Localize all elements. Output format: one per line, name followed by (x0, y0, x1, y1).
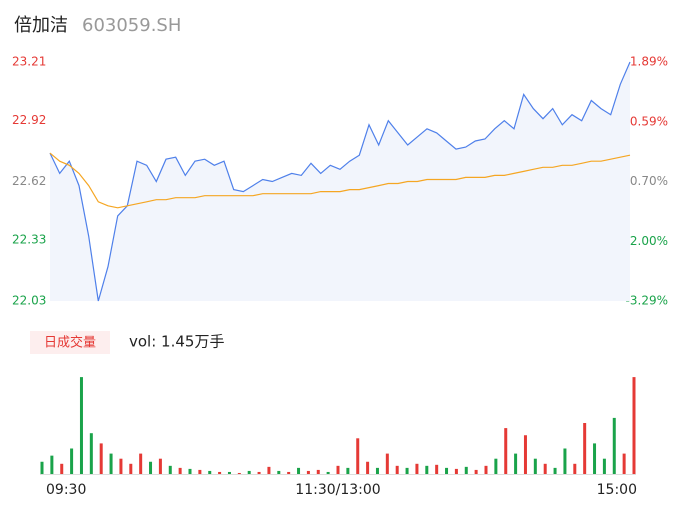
volume-bar (158, 458, 162, 474)
volume-bar (218, 471, 222, 474)
stock-name: 倍加洁 (14, 15, 68, 36)
volume-bar (267, 466, 271, 474)
average-line (49, 152, 631, 209)
volume-bar (227, 471, 231, 474)
y-tick-label: 23.21 (12, 55, 46, 69)
volume-bar (484, 465, 488, 474)
volume-tag: 日成交量 (44, 335, 96, 351)
volume-bar (277, 470, 281, 474)
volume-bar (573, 463, 577, 474)
volume-bar (119, 458, 123, 474)
volume-bar (149, 461, 153, 474)
volume-total: vol: 1.45万手 (129, 333, 224, 351)
volume-bar (523, 435, 527, 474)
y2-tick-label: -2.00% (626, 234, 668, 248)
volume-bar (385, 453, 389, 474)
x-tick-label: 11:30/13:00 (295, 482, 380, 498)
volume-bar (257, 471, 261, 474)
volume-bar (60, 463, 64, 474)
volume-bar (356, 438, 360, 474)
volume-bar (297, 467, 301, 474)
volume-bar (50, 455, 54, 474)
y2-tick-label: 0.59% (630, 114, 668, 128)
volume-bar (405, 467, 409, 474)
volume-bar (454, 468, 458, 474)
volume-bar (139, 453, 143, 474)
y2-tick-label: -3.29% (626, 294, 668, 308)
volume-bar (237, 472, 241, 474)
volume-bar (514, 453, 518, 474)
volume-bar (89, 433, 93, 474)
volume-bar (543, 463, 547, 474)
volume-bar (287, 471, 291, 474)
y-tick-label: 22.33 (12, 233, 46, 247)
volume-bar (563, 448, 567, 474)
volume-bar (306, 470, 310, 474)
volume-bar (494, 458, 498, 474)
volume-bar (504, 428, 508, 474)
y-tick-label: 22.92 (12, 113, 46, 127)
volume-bar (464, 466, 468, 474)
volume-bar (553, 467, 557, 474)
volume-bar (602, 458, 606, 474)
volume-tag-bg (30, 331, 110, 354)
volume-bar (79, 377, 83, 474)
volume-bar (593, 443, 597, 474)
stock-code: 603059.SH (82, 15, 181, 36)
volume-bar (198, 469, 202, 474)
volume-bar (326, 471, 330, 474)
volume-bar (346, 467, 350, 474)
volume-bar (188, 468, 192, 474)
volume-bar (445, 467, 449, 474)
volume-bar (40, 461, 44, 474)
y-tick-label: 22.03 (12, 294, 46, 308)
volume-bar (435, 464, 439, 474)
x-tick-label: 09:30 (46, 482, 86, 498)
y2-tick-label: 1.89% (630, 55, 668, 69)
volume-bar (474, 469, 478, 474)
volume-bar (425, 465, 429, 474)
volume-bar (129, 463, 133, 474)
volume-bar (247, 470, 251, 474)
volume-bar (375, 467, 379, 474)
volume-bar (395, 465, 399, 474)
volume-bar (109, 453, 113, 474)
volume-bar (415, 463, 419, 474)
x-tick-label: 15:00 (597, 482, 637, 498)
price-area (50, 62, 630, 301)
y-tick-label: 22.62 (12, 174, 46, 188)
volume-bar (336, 465, 340, 474)
volume-bar (316, 469, 320, 474)
volume-bar (632, 377, 636, 474)
volume-bar (583, 423, 587, 474)
volume-bar (99, 443, 103, 474)
volume-bar (612, 417, 616, 474)
volume-bar (622, 453, 626, 474)
volume-bar (208, 470, 212, 474)
volume-bar (533, 458, 537, 474)
volume-bar (168, 465, 172, 474)
y2-tick-label: -0.70% (626, 174, 668, 188)
volume-bar (366, 461, 370, 474)
price-line (49, 61, 631, 302)
volume-bar (178, 467, 182, 474)
volume-bar (70, 448, 74, 474)
